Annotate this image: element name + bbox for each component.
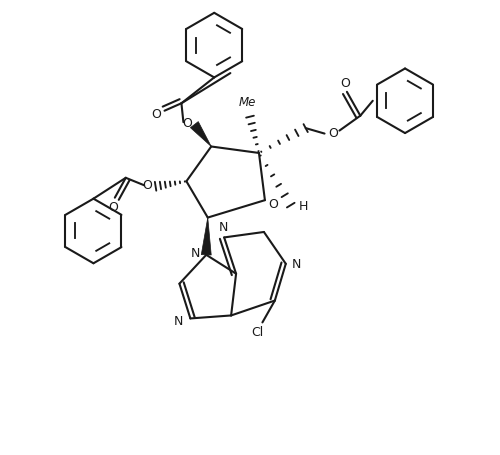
Text: N: N bbox=[292, 258, 302, 271]
Text: N: N bbox=[190, 246, 200, 259]
Text: O: O bbox=[340, 77, 350, 90]
Text: N: N bbox=[218, 221, 228, 233]
Text: Cl: Cl bbox=[252, 325, 264, 338]
Text: O: O bbox=[151, 107, 161, 121]
Text: N: N bbox=[174, 315, 183, 328]
Text: H: H bbox=[299, 199, 308, 212]
Text: O: O bbox=[142, 178, 152, 192]
Text: O: O bbox=[268, 197, 278, 210]
Text: Me: Me bbox=[239, 96, 256, 108]
Polygon shape bbox=[202, 218, 211, 255]
Text: O: O bbox=[328, 127, 338, 140]
Polygon shape bbox=[190, 122, 211, 147]
Text: O: O bbox=[108, 201, 118, 214]
Text: O: O bbox=[182, 117, 192, 130]
